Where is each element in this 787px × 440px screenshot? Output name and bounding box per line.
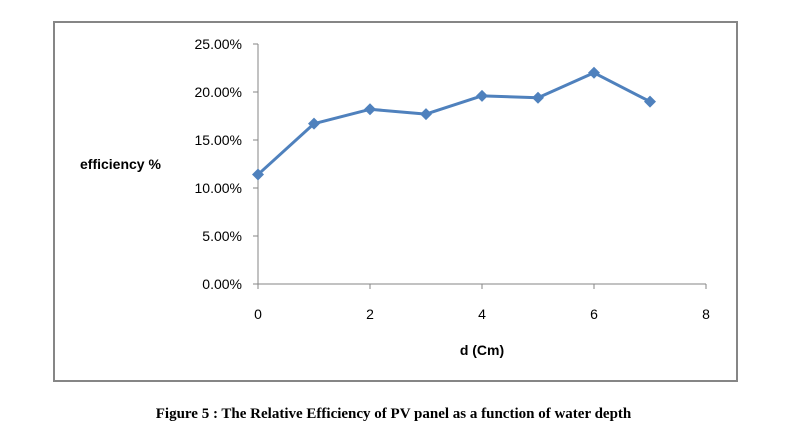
x-axis-title: d (Cm) (460, 342, 504, 358)
data-point (588, 66, 600, 79)
data-series (252, 66, 656, 181)
data-point (420, 108, 432, 121)
x-tick-label: 4 (478, 306, 486, 322)
data-point (476, 89, 488, 102)
y-tick-label: 20.00% (195, 84, 242, 100)
y-tick-label: 15.00% (195, 132, 242, 148)
chart-frame (53, 21, 738, 382)
y-axis-title: efficiency % (80, 156, 161, 172)
axes (257, 44, 706, 285)
x-tick-label: 6 (590, 306, 598, 322)
data-point (532, 91, 544, 104)
x-tick-label: 0 (254, 306, 262, 322)
axis-ticks (253, 43, 707, 289)
x-tick-label: 2 (366, 306, 374, 322)
figure-caption: Figure 5 : The Relative Efficiency of PV… (155, 406, 632, 422)
data-point (364, 103, 376, 116)
data-point (644, 95, 656, 108)
tick-labels: 0.00% 5.00% 10.00% 15.00% 20.00% 25.00% 0 2 4 6 8 (195, 36, 711, 322)
x-tick-label: 8 (702, 306, 710, 322)
data-point (252, 168, 264, 181)
data-point (308, 117, 320, 130)
y-tick-label: 25.00% (195, 36, 242, 52)
y-tick-label: 5.00% (202, 228, 242, 244)
series-line (256, 71, 651, 176)
y-tick-label: 10.00% (195, 180, 242, 196)
y-tick-label: 0.00% (202, 276, 242, 292)
